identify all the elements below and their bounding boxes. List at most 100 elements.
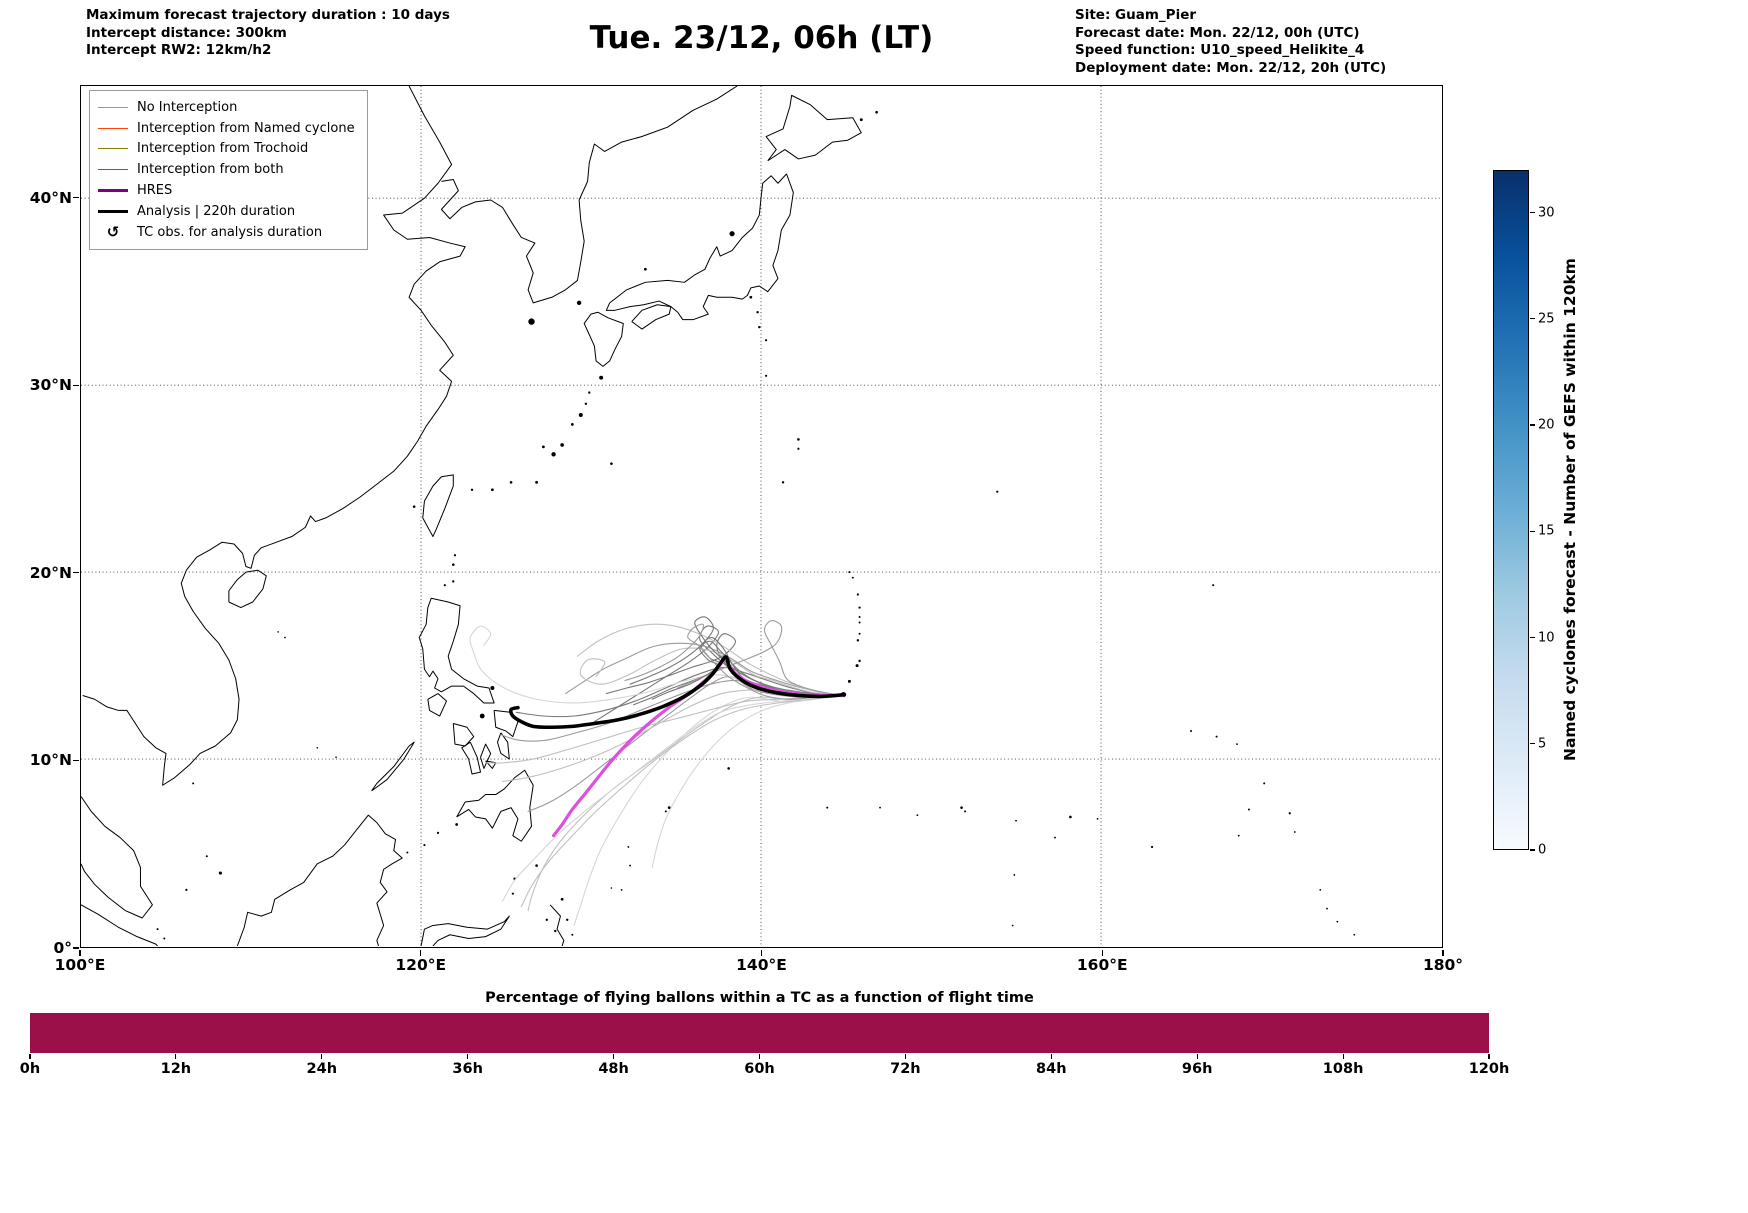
island-dot	[560, 897, 564, 901]
y-tick-label: 20°N	[29, 563, 72, 582]
island-dot	[764, 374, 768, 377]
header-right: Site: Guam_Pier Forecast date: Mon. 22/1…	[1075, 7, 1386, 77]
island-dot	[964, 810, 967, 813]
island-dot	[727, 767, 730, 770]
island-dot	[1293, 831, 1296, 833]
trajectory-no-intercept-03	[527, 676, 844, 812]
island-dot	[490, 488, 494, 492]
island-dot	[277, 631, 279, 633]
island-dot	[588, 391, 591, 394]
header-left: Maximum forecast trajectory duration : 1…	[86, 7, 450, 60]
bottom-tick-label: 0h	[19, 1061, 41, 1077]
coastline	[228, 569, 267, 609]
trajectory-no-intercept-18	[502, 694, 844, 902]
bottom-tick-mark	[1196, 1054, 1198, 1059]
island-dot	[667, 806, 671, 810]
island-dot	[1054, 836, 1056, 839]
coastline	[81, 796, 153, 919]
island-dot	[584, 402, 588, 405]
legend-line	[98, 209, 128, 213]
island-dot	[316, 746, 319, 749]
island-dot	[629, 864, 631, 867]
colorbar-tick-label: 0	[1538, 842, 1547, 858]
bottom-tick-label: 96h	[1181, 1061, 1213, 1077]
x-tick-mark	[420, 949, 422, 956]
island-dot	[847, 679, 851, 683]
colorbar-tick-mark	[1530, 636, 1535, 639]
y-tick-mark	[73, 947, 79, 949]
coastline	[452, 722, 475, 747]
coastline	[236, 814, 403, 946]
y-tick-mark	[73, 572, 79, 574]
island-dot	[879, 806, 881, 809]
site-text: Site: Guam_Pier	[1075, 7, 1197, 23]
bottom-tick-label: 108h	[1322, 1061, 1364, 1077]
legend-line-sample	[98, 189, 128, 193]
island-dot	[764, 339, 768, 342]
legend-item-label: Analysis | 220h duration	[137, 203, 296, 219]
island-dot	[479, 713, 485, 719]
island-dot	[826, 806, 829, 809]
coastline	[493, 709, 519, 738]
legend-item: Interception from Named cyclone	[98, 118, 355, 139]
island-dot	[578, 413, 583, 418]
legend-item-label: TC obs. for analysis duration	[137, 224, 323, 240]
bottom-tick-mark	[758, 1054, 761, 1059]
island-dot	[192, 782, 195, 785]
bottom-tick-mark	[175, 1054, 177, 1059]
island-dot	[455, 823, 459, 826]
island-dot	[1190, 730, 1193, 733]
island-dot	[1336, 920, 1339, 923]
x-tick-label: 180°	[1422, 956, 1464, 974]
island-dot	[1150, 845, 1154, 849]
bottom-tick-mark	[613, 1054, 615, 1059]
island-dot	[620, 888, 623, 891]
island-dot	[451, 563, 455, 566]
colorbar-tick-mark	[1530, 743, 1535, 745]
island-dot	[627, 846, 630, 848]
island-dot	[205, 855, 208, 858]
island-dot	[797, 438, 800, 441]
bottom-tick-mark	[321, 1054, 323, 1059]
colorbar-tick-label: 10	[1538, 630, 1555, 645]
island-dot	[858, 615, 861, 618]
trajectory-no-intercept-17	[520, 694, 844, 908]
island-dot	[1013, 874, 1016, 876]
island-dot	[960, 806, 963, 809]
legend-item: No Interception	[98, 97, 355, 118]
island-dot	[436, 831, 440, 834]
island-dot	[509, 481, 513, 484]
legend-item-label: Interception from Named cyclone	[137, 120, 355, 136]
figure-title: Tue. 23/12, 06h (LT)	[589, 20, 934, 56]
x-tick-label: 100°E	[54, 956, 106, 974]
speed-function-text: Speed function: U10_speed_Helikite_4	[1075, 42, 1365, 58]
coastline	[549, 904, 565, 946]
island-dot	[535, 480, 538, 484]
island-dot	[490, 686, 495, 690]
island-dot	[856, 593, 859, 596]
bottom-tick-label: 120h	[1468, 1061, 1510, 1077]
legend-line	[98, 169, 128, 171]
island-dot	[452, 580, 455, 583]
island-dot	[1096, 817, 1099, 820]
coastline	[765, 94, 862, 162]
island-dot	[756, 311, 759, 314]
island-dot	[163, 937, 166, 940]
island-dot	[541, 445, 545, 449]
coastline	[420, 915, 510, 946]
trajectory-no-intercept-04	[573, 694, 844, 927]
island-dot	[610, 887, 613, 889]
bottom-tick-label: 24h	[306, 1061, 338, 1077]
coastline	[456, 769, 534, 842]
trajectory-no-intercept-14	[651, 694, 844, 869]
trajectory-no-intercept-12	[579, 647, 844, 697]
bottom-tick-label: 12h	[160, 1061, 192, 1077]
island-dot	[848, 571, 851, 574]
y-tick-mark	[73, 759, 79, 761]
legend-line-sample	[98, 127, 128, 129]
island-dot	[916, 814, 919, 817]
colorbar-tick-mark	[1530, 424, 1535, 426]
legend-item: Interception from Trochoid	[98, 139, 355, 160]
island-dot	[1237, 834, 1240, 837]
island-dot	[535, 864, 538, 867]
